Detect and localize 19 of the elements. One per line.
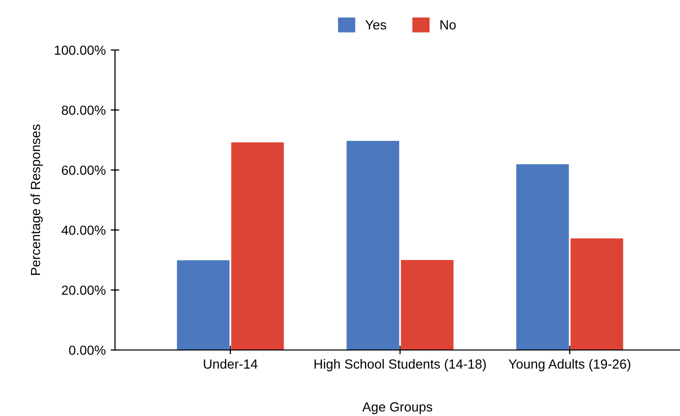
bar — [346, 140, 400, 350]
y-axis-title: Percentage of Responses — [30, 124, 43, 275]
x-tick-label: High School Students (14-18) — [314, 359, 486, 372]
y-tick-label: 40.00% — [62, 226, 106, 235]
x-axis-title: Age Groups — [362, 402, 432, 414]
legend-label: Yes — [365, 20, 386, 30]
bar — [231, 142, 284, 350]
x-tick-label: Under-14 — [204, 359, 258, 369]
y-tick-label: 20.00% — [62, 286, 106, 295]
x-tick-label: Young Adults (19-26) — [508, 359, 630, 372]
y-tick-label: 100.00% — [54, 46, 106, 55]
y-tick-label: 80.00% — [62, 106, 106, 115]
legend-label: No — [440, 20, 456, 30]
bar — [176, 260, 230, 350]
y-tick-label: 0.00% — [69, 346, 106, 355]
bar — [516, 164, 569, 350]
y-tick-label: 60.00% — [62, 166, 106, 175]
bar — [570, 238, 624, 350]
bar — [400, 260, 454, 350]
